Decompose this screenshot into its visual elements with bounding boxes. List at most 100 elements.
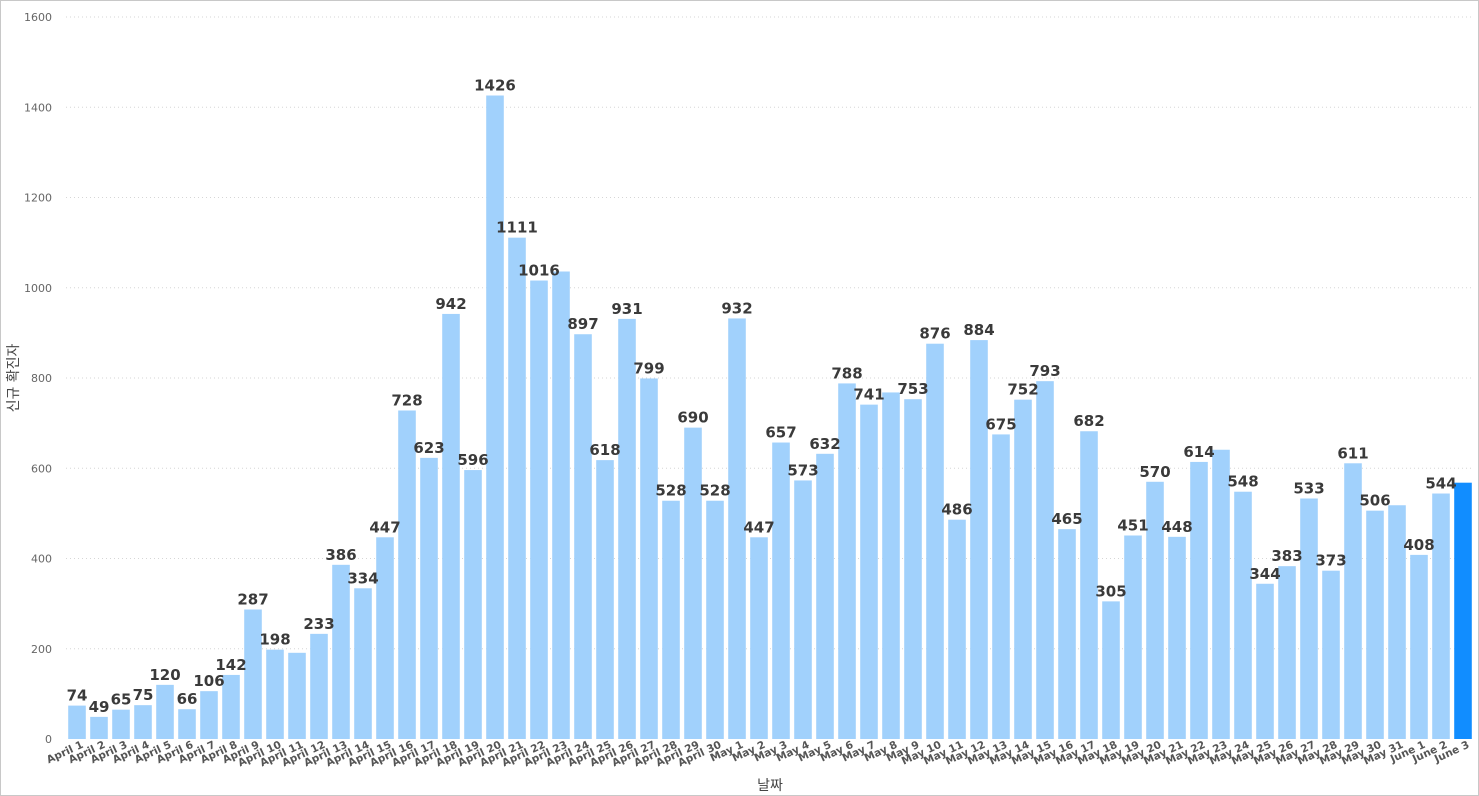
bar[interactable] — [244, 609, 262, 739]
bar[interactable] — [464, 470, 482, 739]
data-label: 876 — [919, 325, 950, 343]
y-axis-title: 신규 확진자 — [6, 343, 22, 412]
bar[interactable] — [530, 280, 548, 739]
y-tick-label: 1400 — [24, 101, 52, 114]
bar[interactable] — [1366, 510, 1384, 739]
bar[interactable] — [310, 633, 328, 739]
bar[interactable] — [1344, 463, 1362, 739]
bar[interactable] — [134, 705, 152, 739]
bar[interactable] — [552, 271, 570, 739]
bar[interactable] — [926, 343, 944, 739]
data-label: 233 — [303, 615, 334, 633]
bar[interactable] — [794, 480, 812, 739]
y-tick-label: 600 — [31, 462, 52, 475]
data-label: 632 — [809, 435, 840, 453]
bar[interactable] — [1058, 529, 1076, 739]
y-tick-label: 800 — [31, 372, 52, 385]
data-label: 74 — [67, 687, 88, 705]
bar[interactable] — [1036, 381, 1054, 739]
bar[interactable] — [486, 95, 504, 739]
data-label: 386 — [325, 546, 356, 564]
data-label: 741 — [853, 386, 884, 404]
bar[interactable] — [354, 588, 372, 739]
data-label: 383 — [1271, 547, 1302, 565]
bar[interactable] — [706, 500, 724, 739]
bar[interactable] — [970, 340, 988, 739]
bar[interactable] — [948, 519, 966, 739]
data-label: 305 — [1095, 582, 1126, 600]
bar[interactable] — [332, 564, 350, 739]
bar[interactable] — [992, 434, 1010, 739]
bar[interactable] — [816, 453, 834, 739]
bar[interactable] — [618, 318, 636, 739]
bar[interactable] — [750, 537, 768, 739]
bar[interactable] — [1322, 570, 1340, 739]
bars — [68, 95, 1472, 739]
bar[interactable] — [640, 378, 658, 739]
bar[interactable] — [662, 500, 680, 739]
bar[interactable] — [420, 457, 438, 739]
data-label: 793 — [1029, 362, 1060, 380]
bar[interactable] — [112, 709, 130, 739]
bar[interactable] — [904, 399, 922, 739]
bar[interactable] — [288, 652, 306, 739]
data-label: 506 — [1359, 492, 1390, 510]
bar[interactable] — [1014, 399, 1032, 739]
bar[interactable] — [1102, 601, 1120, 739]
bar[interactable] — [772, 442, 790, 739]
data-label: 618 — [589, 441, 620, 459]
bar[interactable] — [1212, 449, 1230, 739]
bar[interactable] — [1168, 536, 1186, 739]
data-label: 799 — [633, 359, 664, 377]
bar[interactable] — [882, 392, 900, 739]
x-axis-title: 날짜 — [757, 778, 783, 794]
bar[interactable] — [508, 237, 526, 739]
data-label: 75 — [133, 686, 154, 704]
bar[interactable] — [1278, 566, 1296, 739]
data-label: 451 — [1117, 516, 1148, 534]
bar[interactable] — [90, 716, 108, 739]
bar[interactable] — [860, 404, 878, 739]
bar[interactable] — [728, 318, 746, 739]
bar[interactable] — [1300, 498, 1318, 739]
bar[interactable] — [1234, 491, 1252, 739]
data-label: 942 — [435, 295, 466, 313]
bar[interactable] — [838, 383, 856, 739]
data-label: 533 — [1293, 479, 1324, 497]
data-label: 623 — [413, 439, 444, 457]
bar[interactable] — [200, 691, 218, 739]
data-label: 931 — [611, 300, 642, 318]
data-label: 528 — [699, 482, 730, 500]
bar[interactable] — [1432, 493, 1450, 739]
bar[interactable] — [376, 537, 394, 739]
bar[interactable] — [1124, 535, 1142, 739]
bar[interactable] — [156, 684, 174, 739]
data-label: 657 — [765, 424, 796, 442]
bar[interactable] — [1454, 482, 1472, 739]
y-tick-label: 1000 — [24, 282, 52, 295]
data-label: 334 — [347, 569, 378, 587]
bar[interactable] — [1388, 505, 1406, 739]
bar[interactable] — [684, 427, 702, 739]
bar[interactable] — [398, 410, 416, 739]
bar[interactable] — [68, 705, 86, 739]
data-label: 287 — [237, 590, 268, 608]
bar[interactable] — [574, 334, 592, 739]
data-label: 465 — [1051, 510, 1082, 528]
bar[interactable] — [442, 313, 460, 739]
bar[interactable] — [1410, 554, 1428, 739]
y-tick-label: 0 — [45, 733, 52, 746]
data-label: 544 — [1425, 475, 1456, 493]
bar[interactable] — [596, 460, 614, 739]
data-label: 408 — [1403, 536, 1434, 554]
bar[interactable] — [178, 709, 196, 739]
bar[interactable] — [222, 674, 240, 739]
data-label: 120 — [149, 666, 180, 684]
bar[interactable] — [1080, 431, 1098, 739]
bar[interactable] — [266, 649, 284, 739]
bar[interactable] — [1146, 481, 1164, 739]
bar[interactable] — [1190, 461, 1208, 739]
bar[interactable] — [1256, 583, 1274, 739]
